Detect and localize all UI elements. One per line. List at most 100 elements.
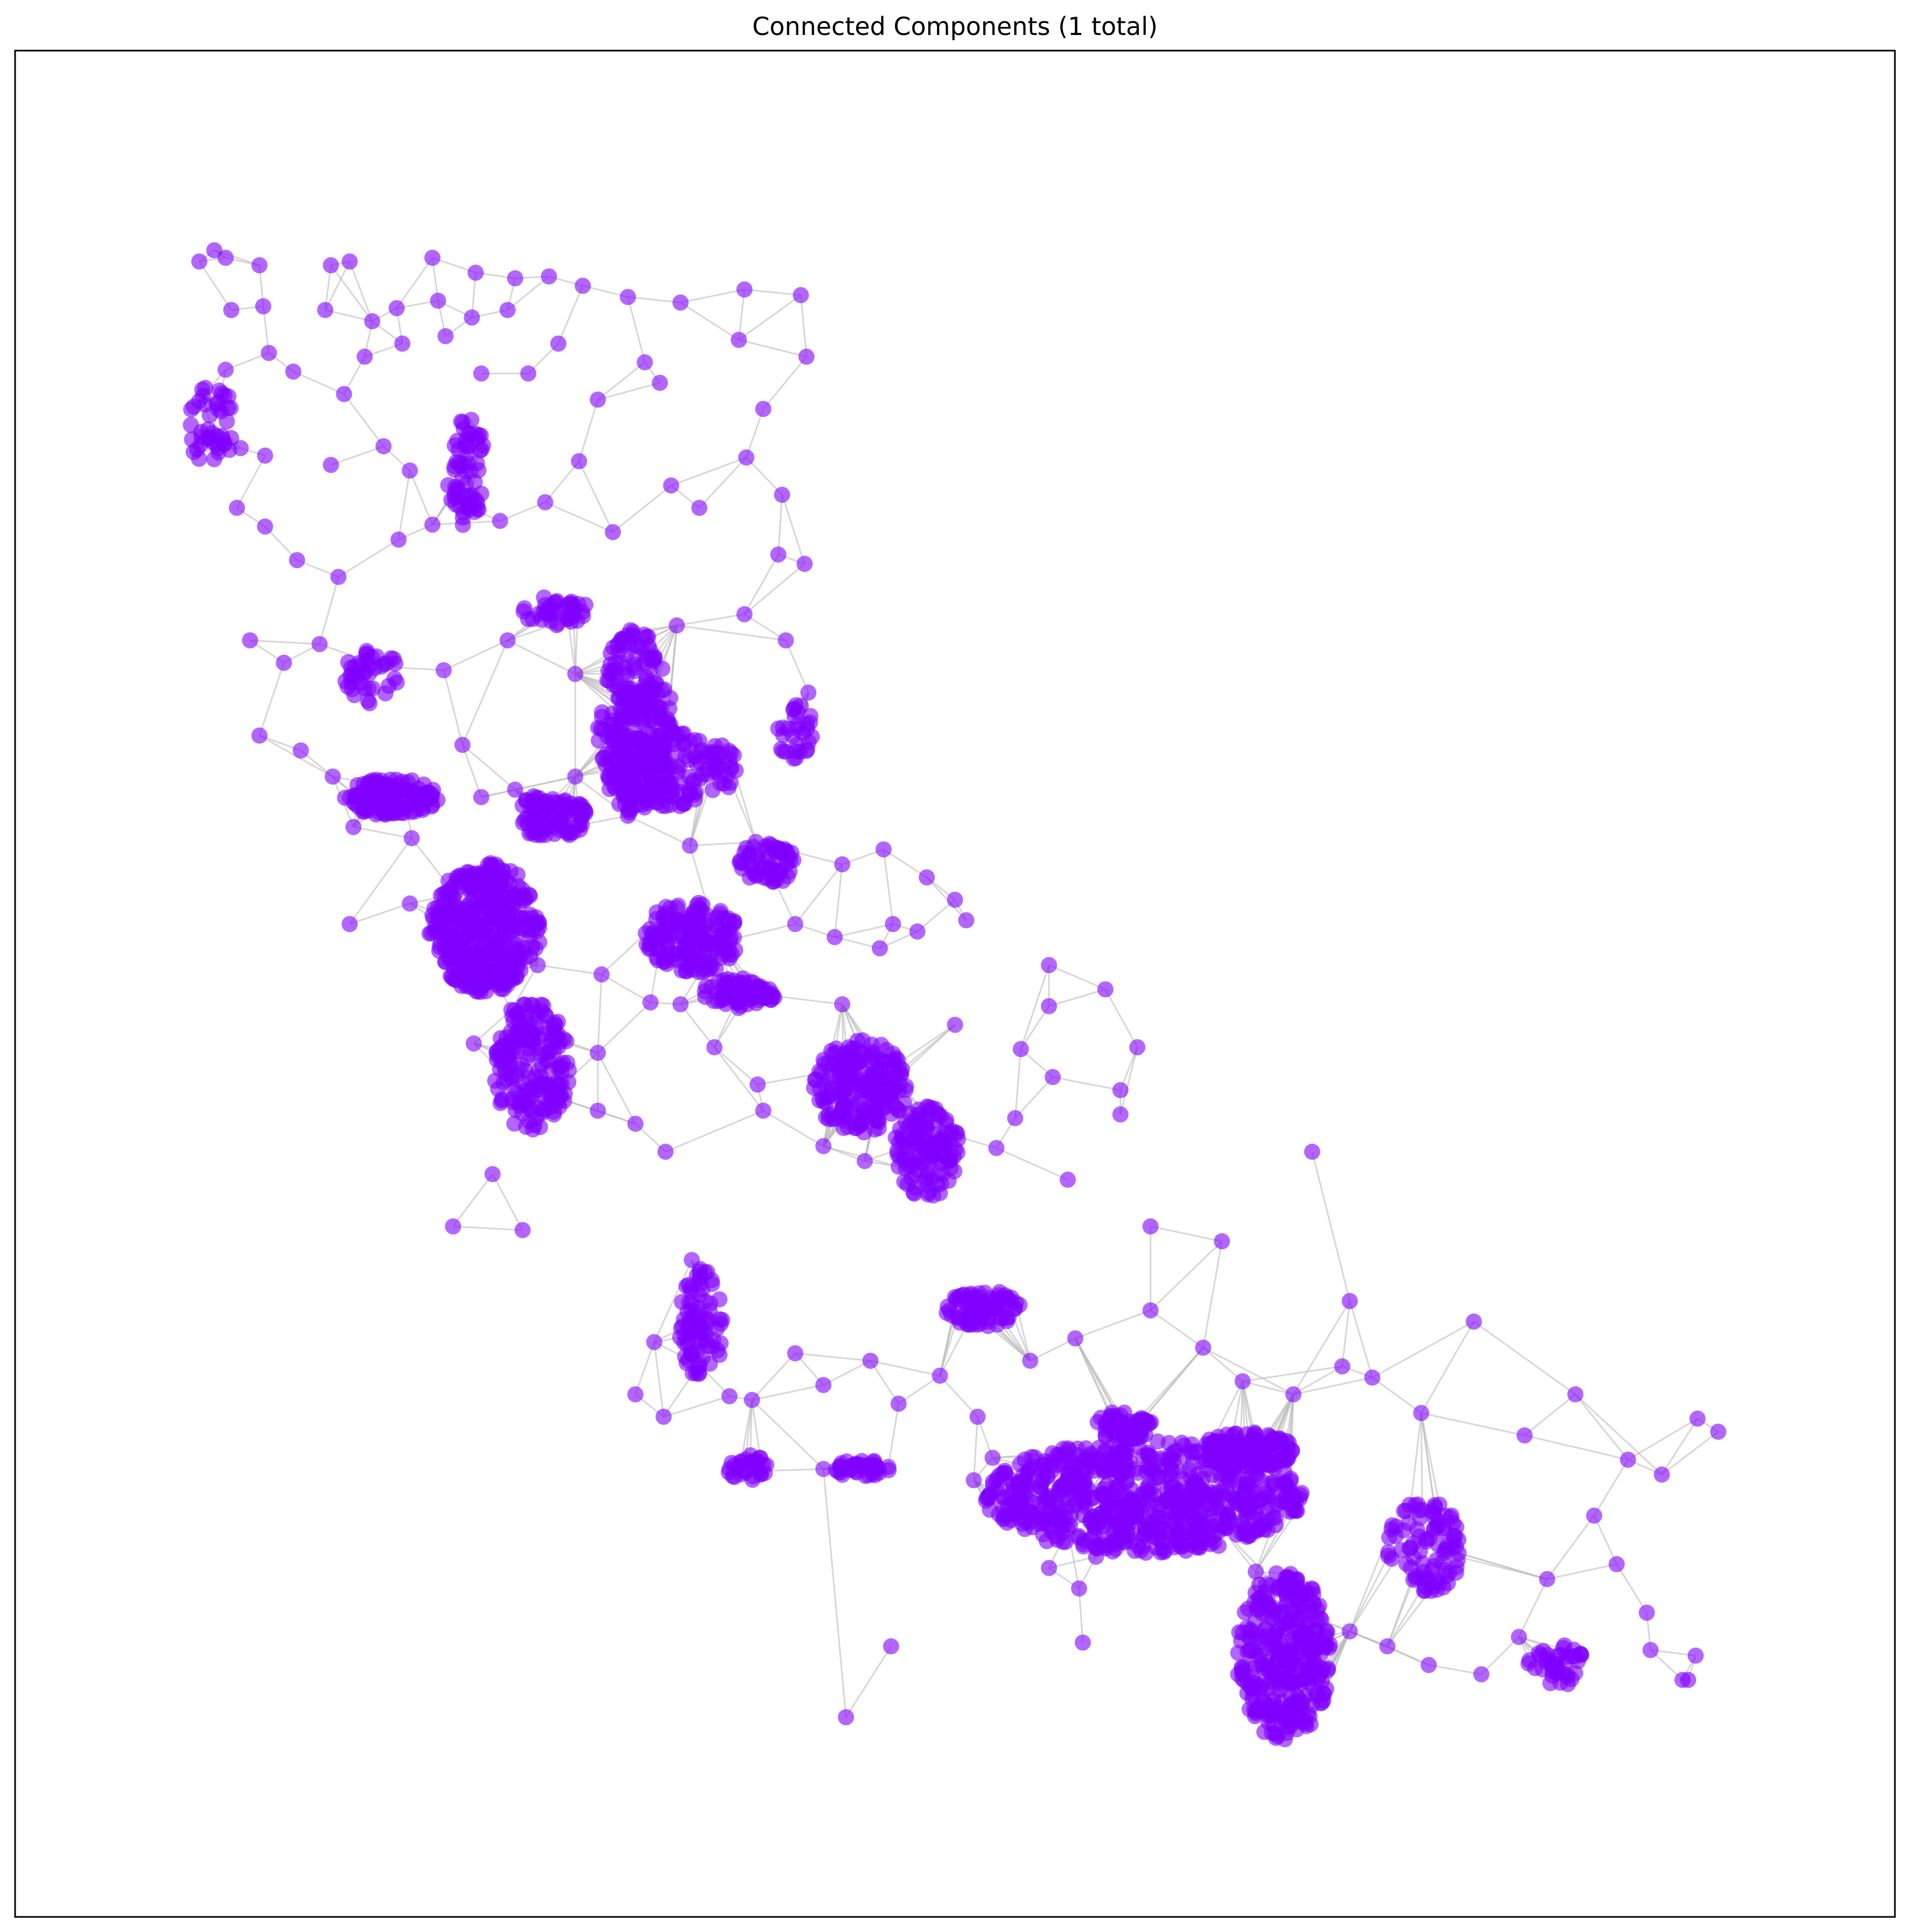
graph-edge — [597, 361, 646, 401]
graph-node — [1204, 1442, 1221, 1459]
graph-edge — [738, 294, 802, 341]
graph-node — [574, 797, 591, 814]
graph-node — [1062, 1452, 1079, 1468]
graph-edge — [1547, 1563, 1617, 1580]
graph-node — [796, 556, 813, 572]
graph-node — [1639, 1605, 1655, 1621]
graph-node — [1280, 1674, 1297, 1691]
graph-node — [1413, 1405, 1430, 1422]
graph-node — [1041, 998, 1058, 1014]
graph-node — [1654, 1466, 1670, 1483]
graph-edge — [973, 1417, 978, 1481]
graph-node — [653, 728, 670, 745]
graph-edge — [744, 289, 801, 296]
graph-node — [458, 436, 474, 452]
graph-node — [533, 1077, 549, 1094]
graph-edge — [744, 554, 779, 615]
graph-node — [375, 438, 392, 454]
graph-edge — [752, 1384, 824, 1401]
graph-node — [862, 1353, 879, 1369]
graph-node — [551, 794, 568, 811]
graph-node — [1219, 1515, 1236, 1531]
graph-node — [947, 1141, 964, 1158]
graph-node — [662, 796, 679, 813]
graph-node — [1210, 1429, 1227, 1445]
graph-node — [897, 1082, 914, 1098]
graph-edge — [537, 964, 602, 976]
graph-edge — [901, 1024, 956, 1070]
graph-node — [835, 1119, 852, 1136]
graph-node — [289, 552, 305, 569]
graph-edge — [680, 302, 739, 341]
graph-node — [636, 354, 653, 370]
graph-node — [657, 1143, 674, 1160]
graph-node — [711, 1291, 728, 1308]
graph-node — [1156, 1544, 1172, 1560]
graph-node — [1003, 1289, 1019, 1306]
graph-node — [723, 759, 739, 775]
graph-edge — [883, 849, 927, 878]
graph-node — [575, 277, 591, 294]
graph-edge — [1202, 1241, 1223, 1348]
graph-node — [532, 827, 549, 844]
graph-node — [984, 1450, 1001, 1466]
graph-node — [815, 1138, 832, 1154]
graph-edge — [744, 563, 806, 615]
graph-node — [593, 966, 610, 983]
graph-node — [682, 785, 698, 801]
graph-node — [1608, 1556, 1625, 1572]
graph-node — [292, 742, 309, 759]
graph-node — [1274, 1716, 1290, 1732]
graph-node — [1321, 1636, 1338, 1653]
graph-node — [402, 895, 418, 912]
graph-edge — [676, 613, 745, 627]
graph-edge — [1075, 1310, 1151, 1339]
graph-node — [537, 494, 554, 510]
graph-node — [853, 1107, 870, 1124]
graph-node — [1288, 1721, 1305, 1738]
graph-node — [563, 606, 579, 623]
graph-node — [873, 1037, 890, 1053]
graph-node — [590, 1102, 606, 1119]
graph-node — [1089, 1414, 1106, 1431]
graph-node — [1247, 1504, 1264, 1521]
graph-node — [1409, 1521, 1425, 1538]
graph-node — [1687, 1647, 1704, 1664]
graph-node — [1157, 1468, 1174, 1485]
graph-node — [1229, 1449, 1246, 1466]
graph-node — [919, 1132, 935, 1149]
graph-edge — [870, 1360, 900, 1404]
graph-node — [330, 569, 347, 585]
graph-node — [349, 668, 366, 684]
graph-node — [403, 830, 420, 846]
graph-node — [377, 685, 394, 702]
graph-edge — [680, 289, 745, 304]
graph-edge — [578, 399, 599, 461]
graph-edge — [762, 356, 807, 410]
graph-edge — [785, 640, 809, 693]
graph-node — [285, 363, 302, 380]
graph-node — [843, 1043, 859, 1060]
graph-edge — [338, 538, 399, 578]
graph-node — [614, 765, 631, 782]
graph-node — [1265, 1455, 1282, 1472]
graph-node — [528, 909, 544, 926]
graph-node — [1007, 1110, 1024, 1126]
graph-node — [1106, 1488, 1123, 1504]
graph-edge — [1420, 1321, 1475, 1413]
graph-edge — [1428, 1664, 1482, 1675]
graph-node — [1175, 1526, 1192, 1543]
graph-node — [341, 916, 358, 933]
graph-node — [947, 892, 963, 908]
graph-node — [499, 632, 516, 649]
graph-node — [615, 631, 632, 648]
graph-edge — [1242, 1380, 1294, 1395]
graph-node — [1380, 1548, 1397, 1564]
graph-edge — [740, 1399, 753, 1463]
graph-node — [774, 743, 791, 760]
graph-node — [1229, 1527, 1246, 1543]
graph-node — [1132, 1542, 1149, 1559]
graph-node — [1243, 1669, 1260, 1685]
graph-edge — [1421, 1412, 1525, 1437]
graph-node — [1304, 1143, 1320, 1160]
